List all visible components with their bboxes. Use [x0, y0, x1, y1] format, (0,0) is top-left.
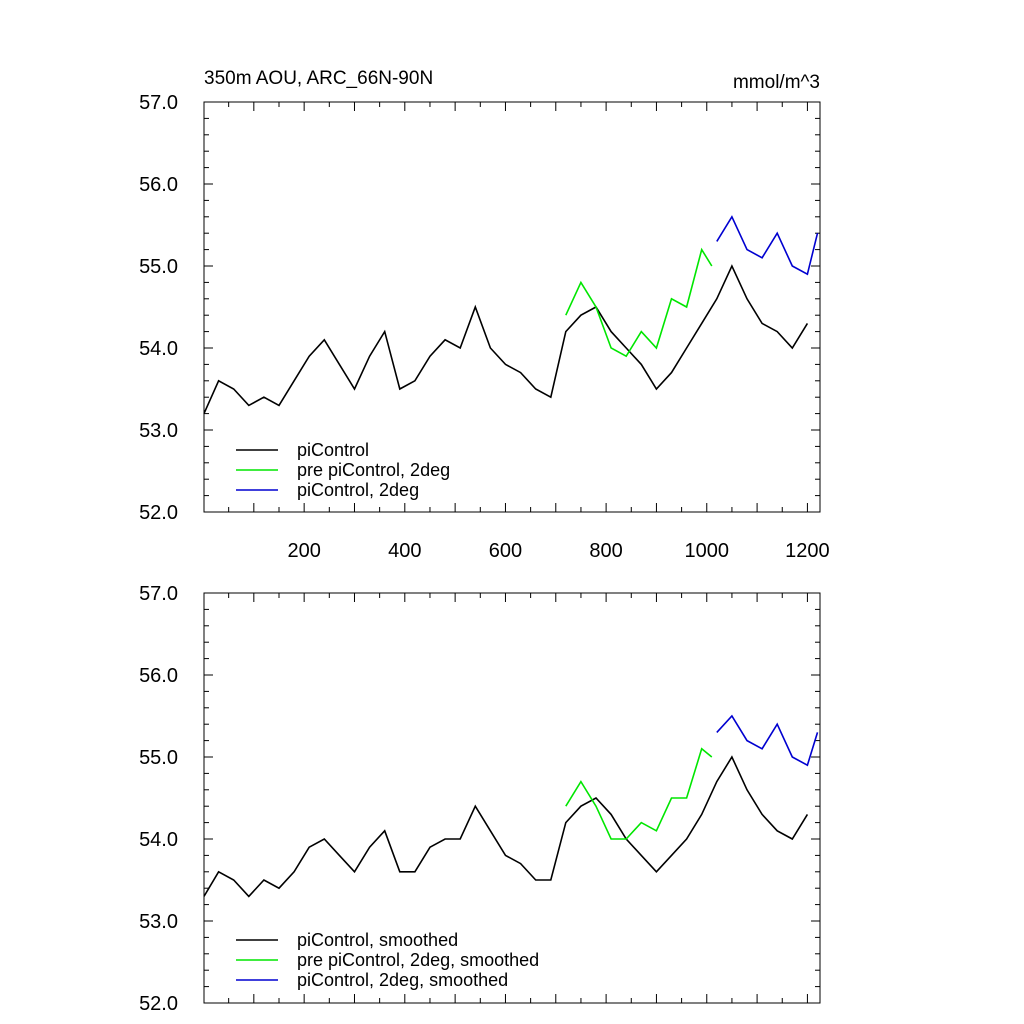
units-label: mmol/m^3 — [733, 72, 820, 93]
x-tick-label: 1000 — [685, 540, 730, 562]
y-tick-label: 54.0 — [139, 829, 178, 851]
y-tick-label: 55.0 — [139, 747, 178, 769]
series-line-2 — [716, 215, 819, 276]
legend-label: piControl, smoothed — [297, 930, 458, 950]
top-panel-title: 350m AOU, ARC_66N-90N — [204, 68, 433, 89]
y-tick-label: 53.0 — [139, 911, 178, 933]
top-panel-ticks: 52.0 53.0 54.0 55.0 56.0 57.0 200 400 600 800 1000… — [139, 92, 830, 562]
y-tick-label: 52.0 — [139, 993, 178, 1015]
bottom-panel-frame — [203, 592, 821, 1004]
legend-label: pre piControl, 2deg — [297, 460, 450, 480]
x-tick-label: 1200 — [785, 540, 830, 562]
series-line-1 — [565, 747, 713, 840]
y-tick-label: 55.0 — [139, 256, 178, 278]
x-tick-label: 600 — [489, 540, 522, 562]
x-tick-label: 200 — [287, 540, 320, 562]
legend-label: piControl, 2deg — [297, 480, 419, 500]
y-tick-label: 56.0 — [139, 174, 178, 196]
y-tick-label: 54.0 — [139, 338, 178, 360]
legend-label: piControl — [297, 440, 369, 460]
series-line-1 — [565, 247, 713, 358]
y-tick-label: 57.0 — [139, 583, 178, 605]
x-tick-label: 400 — [388, 540, 421, 562]
y-tick-label: 57.0 — [139, 92, 178, 114]
top-panel: 350m AOU, ARC_66N-90N mmol/m^3 52.053.05… — [139, 68, 830, 562]
top-panel-frame — [203, 101, 821, 513]
series-line-0 — [203, 264, 809, 414]
series-line-2 — [716, 714, 819, 767]
legend-label: pre piControl, 2deg, smoothed — [297, 950, 539, 970]
y-tick-label: 56.0 — [139, 665, 178, 687]
top-panel-series — [203, 215, 819, 414]
x-tick-label: 800 — [589, 540, 622, 562]
bottom-panel-series — [203, 714, 819, 898]
series-line-0 — [203, 755, 809, 898]
y-tick-label: 52.0 — [139, 502, 178, 524]
bottom-panel: 52.0 53.0 54.0 55.0 56.0 57.0 piControl, smoo… — [139, 583, 821, 1015]
legend-label: piControl, 2deg, smoothed — [297, 970, 508, 990]
y-tick-label: 53.0 — [139, 420, 178, 442]
